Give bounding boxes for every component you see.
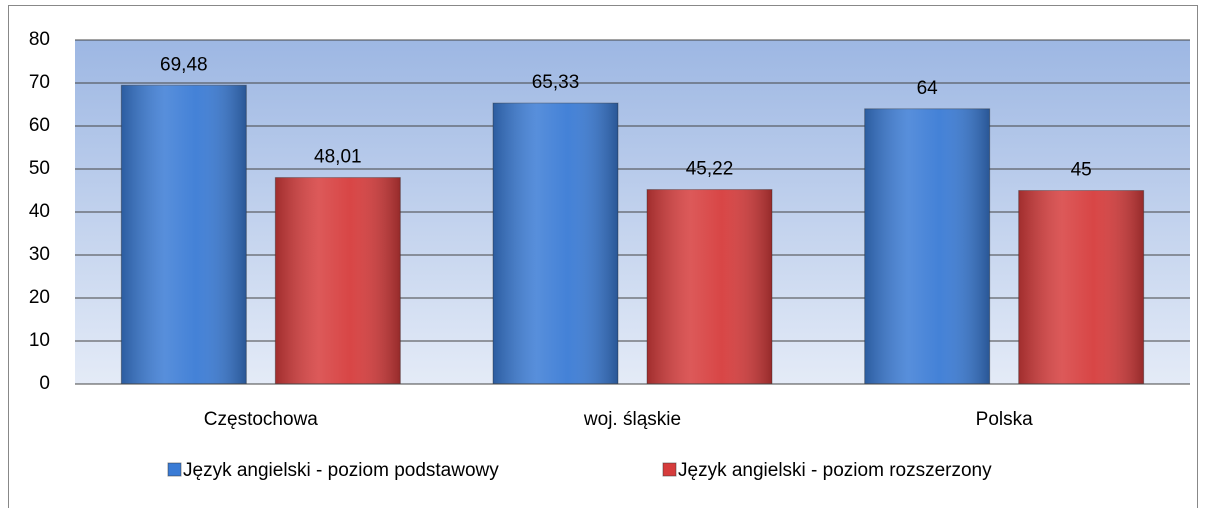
- y-tick-label: 70: [29, 72, 50, 93]
- legend-swatch: [662, 462, 677, 477]
- x-tick-label: Polska: [976, 409, 1033, 430]
- y-tick-label: 60: [29, 115, 50, 136]
- bar: [492, 102, 619, 385]
- legend-label: Język angielski - poziom rozszerzony: [678, 460, 992, 481]
- y-tick-label: 50: [29, 158, 50, 179]
- legend-swatch: [167, 462, 182, 477]
- data-label: 69,48: [160, 54, 208, 75]
- y-tick-label: 20: [29, 287, 50, 308]
- legend-label: Język angielski - poziom podstawowy: [183, 460, 499, 481]
- bar: [864, 108, 991, 385]
- bar: [120, 84, 247, 385]
- x-tick-label: Częstochowa: [204, 409, 318, 430]
- bar: [1018, 190, 1145, 385]
- y-tick-label: 0: [39, 373, 50, 394]
- y-tick-label: 40: [29, 201, 50, 222]
- data-label: 45: [1071, 160, 1092, 181]
- data-label: 64: [917, 78, 939, 99]
- chart-frame: [8, 5, 1198, 508]
- data-label: 48,01: [314, 147, 362, 168]
- bar: [646, 189, 773, 385]
- y-tick-label: 10: [29, 330, 50, 351]
- data-label: 65,33: [532, 72, 580, 93]
- bar: [274, 177, 401, 385]
- y-tick-label: 30: [29, 244, 50, 265]
- data-label: 45,22: [686, 159, 734, 180]
- y-tick-label: 80: [29, 29, 50, 50]
- x-tick-label: woj. śląskie: [583, 409, 681, 430]
